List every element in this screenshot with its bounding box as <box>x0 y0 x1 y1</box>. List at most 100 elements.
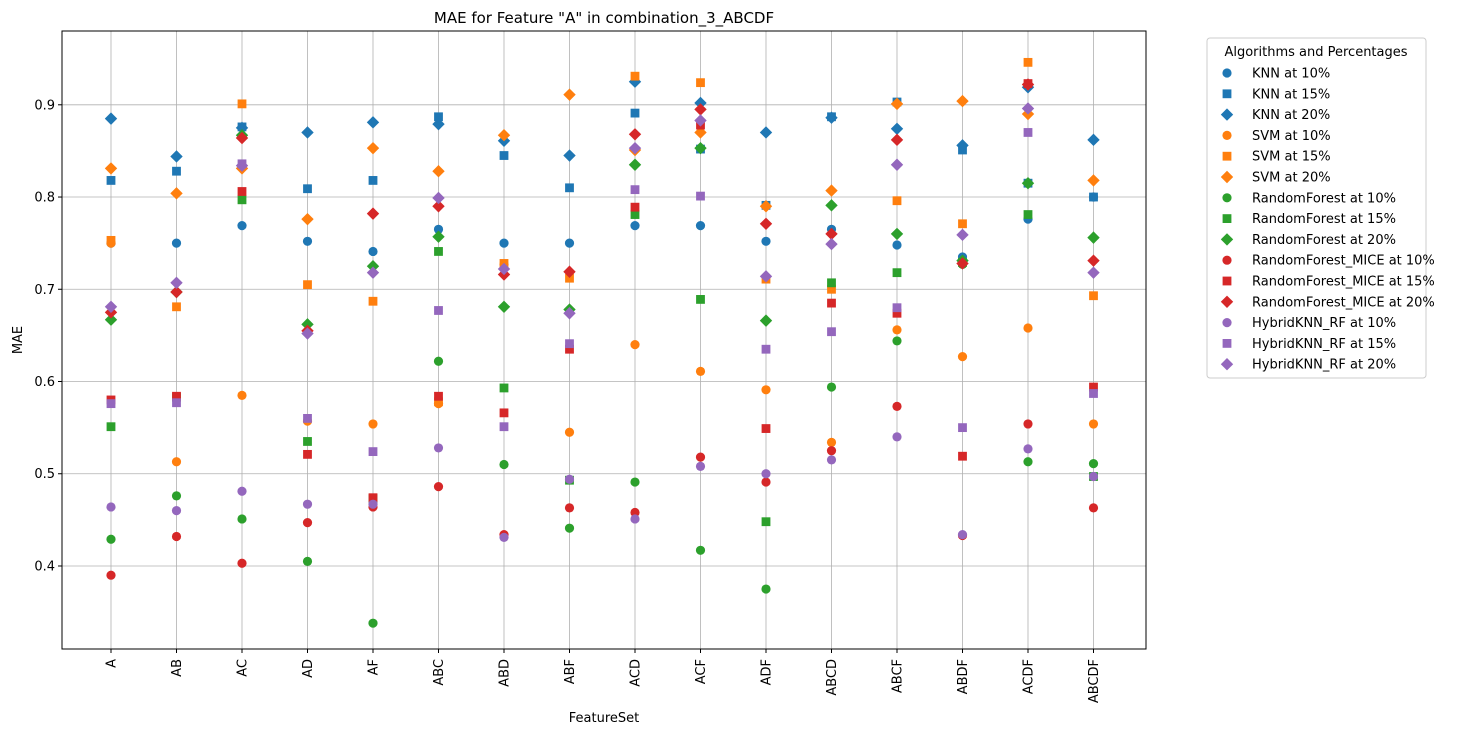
data-point <box>827 284 836 294</box>
data-point <box>171 457 182 467</box>
data-point <box>761 236 771 246</box>
data-point <box>237 558 247 568</box>
data-point <box>563 149 576 162</box>
x-tick-label: ABCF <box>891 659 906 693</box>
data-point <box>630 210 640 219</box>
series-14 <box>104 102 1100 340</box>
data-point <box>1089 389 1098 398</box>
legend-label: HybridKNN_RF at 10% <box>1252 316 1396 331</box>
legend-label: SVM at 10% <box>1252 129 1331 144</box>
data-point <box>694 114 707 127</box>
data-point <box>106 534 116 544</box>
data-point <box>890 158 904 171</box>
data-point <box>761 469 771 479</box>
data-point <box>825 237 838 251</box>
legend-marker <box>1222 193 1232 203</box>
data-point <box>235 159 249 172</box>
data-point <box>825 227 838 241</box>
data-point <box>237 187 247 196</box>
data-point <box>1021 78 1035 91</box>
data-point <box>1021 102 1035 115</box>
data-point <box>826 455 837 465</box>
legend-label: KNN at 15% <box>1252 87 1330 102</box>
legend-label: KNN at 20% <box>1252 108 1330 123</box>
legend-label: RandomForest_MICE at 10% <box>1252 254 1435 269</box>
y-axis: 0.4 0.5 0.6 0.7 0.8 0.9 <box>34 98 62 574</box>
data-point <box>565 273 574 283</box>
x-tick-label: ABD <box>498 659 513 687</box>
data-point <box>564 474 575 484</box>
data-point <box>630 340 640 350</box>
data-point <box>235 121 249 135</box>
data-point <box>499 532 509 542</box>
data-point <box>104 162 118 175</box>
data-point <box>957 530 968 540</box>
data-point <box>237 195 247 205</box>
chart-title: MAE for Feature "A" in combination_3_ABC… <box>434 9 774 28</box>
data-point <box>890 133 904 147</box>
legend-marker <box>1222 151 1232 161</box>
data-point <box>630 185 640 195</box>
data-point <box>759 270 773 283</box>
y-axis-title: MAE <box>11 326 26 354</box>
data-point <box>630 202 640 212</box>
data-point <box>696 295 705 304</box>
data-point <box>565 339 574 349</box>
data-point <box>761 344 771 354</box>
x-axis: A AB AC AD AF ABC ABD ABF ACD ACF ADF ABCD ABCF ABDF A… <box>105 649 1102 703</box>
data-point <box>499 383 509 393</box>
data-point <box>892 325 902 335</box>
x-tick-label: AD <box>301 659 316 678</box>
data-point <box>892 268 902 278</box>
legend-label: KNN at 10% <box>1252 67 1330 82</box>
x-tick-label: AF <box>367 659 382 675</box>
data-point <box>694 141 707 155</box>
data-point <box>1021 176 1035 190</box>
y-tick-label: 0.9 <box>34 98 55 113</box>
legend-label: RandomForest_MICE at 15% <box>1252 275 1435 290</box>
data-point <box>368 499 378 509</box>
data-point <box>630 108 640 118</box>
data-point <box>499 238 509 248</box>
data-point <box>106 570 116 580</box>
data-point <box>564 503 575 513</box>
data-point <box>628 158 642 171</box>
data-point <box>825 199 838 212</box>
data-point <box>497 262 511 276</box>
x-tick-label: ADF <box>760 659 775 685</box>
legend-label: RandomForest at 15% <box>1252 212 1396 227</box>
legend-marker <box>1222 276 1232 286</box>
data-point <box>1089 291 1098 301</box>
data-point <box>565 344 574 354</box>
data-points <box>104 57 1100 628</box>
data-point <box>827 327 836 337</box>
series-0 <box>106 192 1099 262</box>
data-point <box>368 246 378 257</box>
data-point <box>497 129 511 142</box>
data-point <box>1087 266 1100 279</box>
series-13 <box>106 128 1098 457</box>
data-point <box>499 459 509 470</box>
data-point <box>432 200 445 213</box>
data-point <box>366 141 380 155</box>
data-point <box>303 184 312 194</box>
series-4 <box>106 57 1098 407</box>
data-point <box>433 356 444 366</box>
data-point <box>104 313 118 326</box>
data-point <box>1023 444 1033 454</box>
legend-marker <box>1222 89 1232 99</box>
legend-marker <box>1222 318 1232 328</box>
legend-label: SVM at 20% <box>1252 171 1331 186</box>
data-point <box>237 99 247 109</box>
data-point <box>892 240 902 250</box>
grid-lines <box>62 31 1146 649</box>
y-tick-label: 0.8 <box>34 191 55 206</box>
x-tick-label: A <box>105 659 120 668</box>
data-point <box>825 184 838 197</box>
x-tick-label: ABF <box>563 659 578 684</box>
data-point <box>565 183 574 193</box>
data-point <box>106 422 116 432</box>
data-point <box>1089 192 1098 202</box>
data-point <box>695 452 706 462</box>
data-point <box>172 166 181 176</box>
